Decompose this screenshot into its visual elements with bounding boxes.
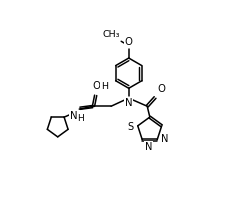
- Text: CH₃: CH₃: [102, 30, 119, 39]
- Text: S: S: [127, 122, 134, 132]
- Text: H: H: [78, 114, 84, 123]
- Text: N: N: [145, 142, 152, 152]
- Text: O: O: [92, 81, 100, 91]
- Text: N: N: [70, 111, 78, 121]
- Text: H: H: [101, 82, 108, 92]
- Text: N: N: [161, 135, 169, 144]
- Text: N: N: [125, 98, 133, 108]
- Text: O: O: [125, 37, 133, 47]
- Text: O: O: [157, 85, 165, 94]
